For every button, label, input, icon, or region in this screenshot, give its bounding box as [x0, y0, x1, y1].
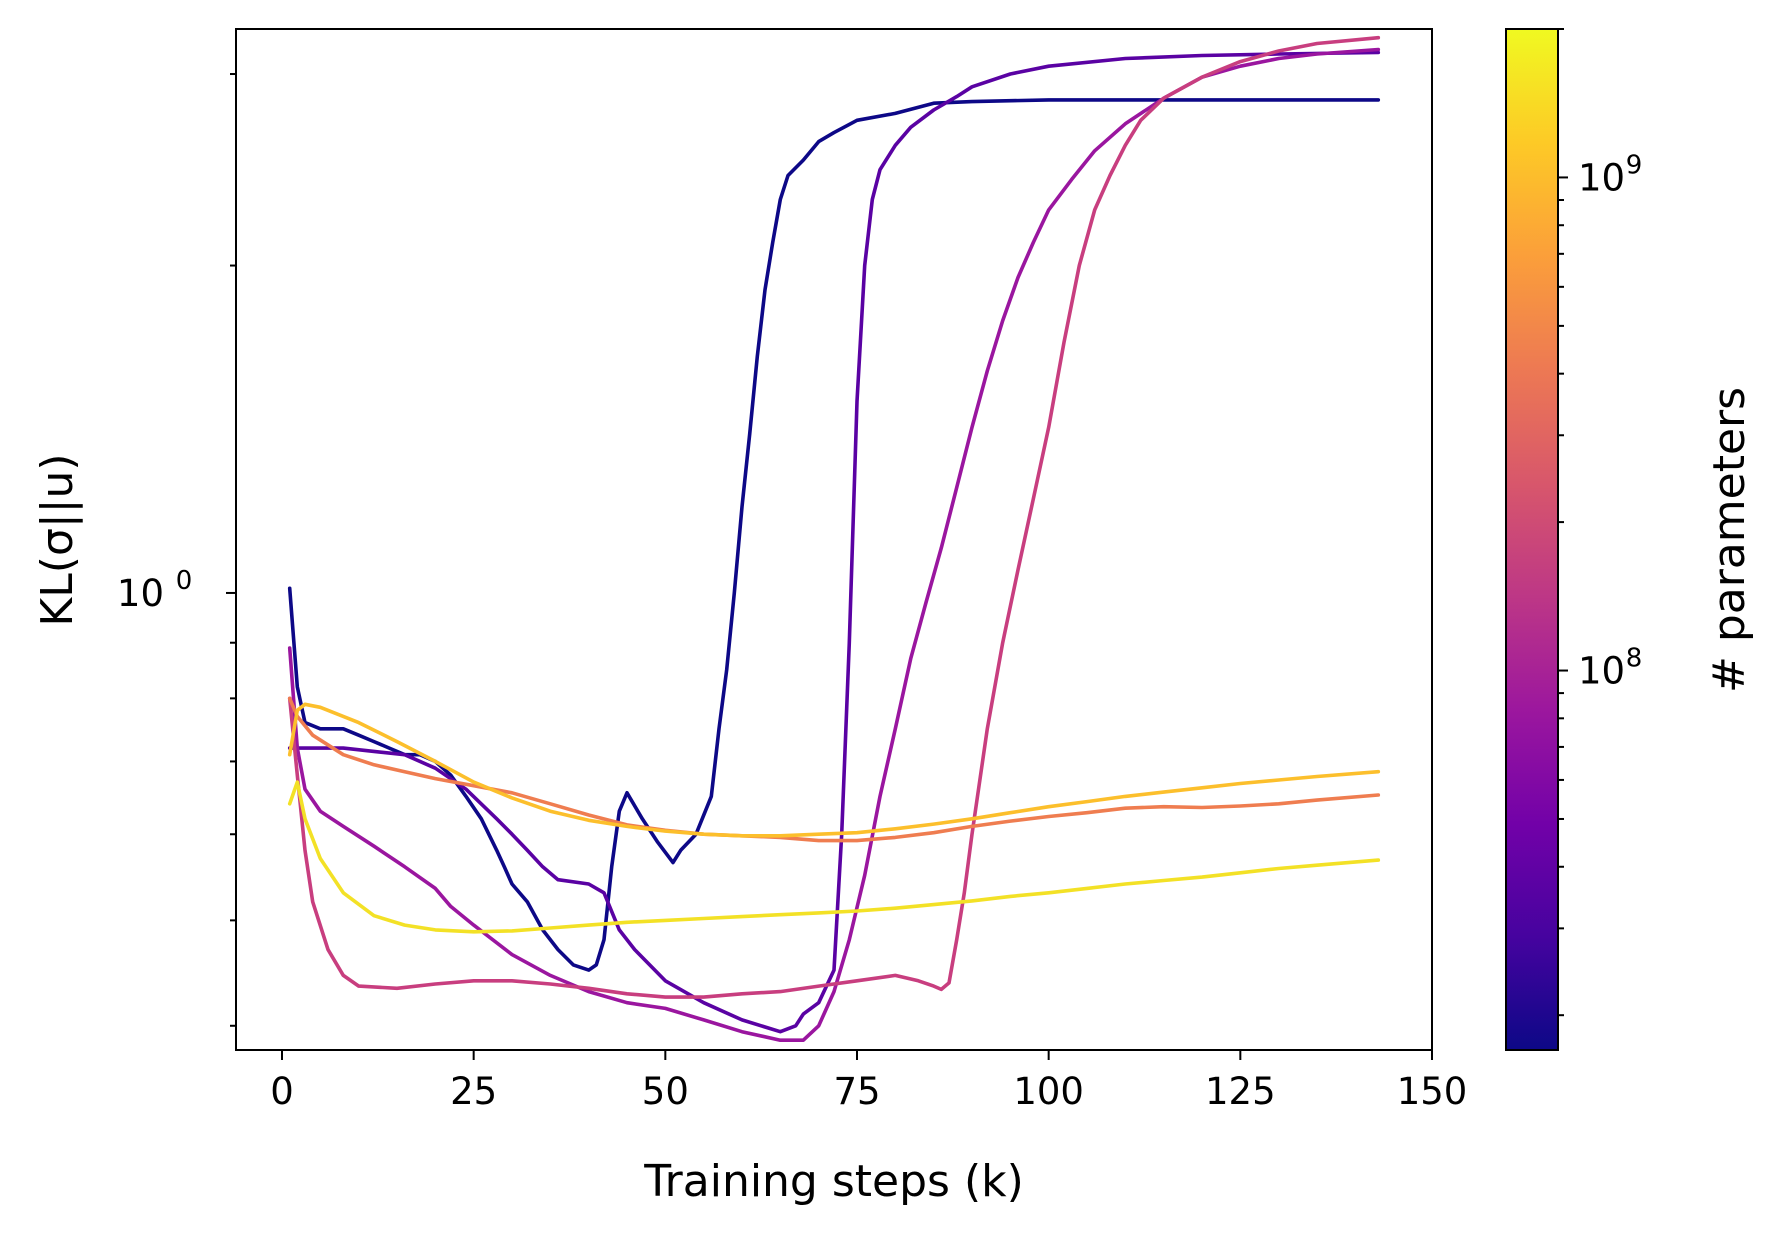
x-axis: 0 25 50 75 100 125 150 [270, 1050, 1467, 1113]
series-lines [287, 35, 1381, 1042]
y-axis-title: KL(σ||u) [32, 453, 83, 626]
series-line-7 [287, 780, 1381, 934]
x-tick-label: 125 [1205, 1070, 1276, 1113]
series-line-6 [287, 702, 1381, 838]
x-tick-label: 75 [833, 1070, 880, 1113]
series-line-3 [287, 47, 1381, 1042]
x-tick-label: 0 [270, 1070, 294, 1113]
y-axis: 10 0 [117, 73, 236, 1027]
colorbar-tick-exponent: 8 [1626, 644, 1643, 674]
colorbar-tick-label: 10 [1578, 156, 1625, 199]
x-tick-label: 25 [450, 1070, 497, 1113]
plot-frame [235, 28, 1433, 1051]
colorbar-title: # parameters [1704, 387, 1755, 693]
y-tick-exponent: 0 [176, 566, 193, 596]
series-line-4 [287, 35, 1381, 999]
series-line-2 [287, 50, 1381, 1034]
colorbar-tick-exponent: 9 [1626, 150, 1643, 180]
x-axis-title: Training steps (k) [643, 1156, 1024, 1207]
series-line-1 [287, 98, 1381, 972]
x-tick-label: 100 [1013, 1070, 1084, 1113]
y-tick-label: 10 [117, 572, 164, 615]
colorbar [1505, 28, 1559, 1051]
colorbar-tick-label: 10 [1578, 650, 1625, 693]
x-tick-label: 50 [642, 1070, 689, 1113]
x-tick-label: 150 [1397, 1070, 1468, 1113]
